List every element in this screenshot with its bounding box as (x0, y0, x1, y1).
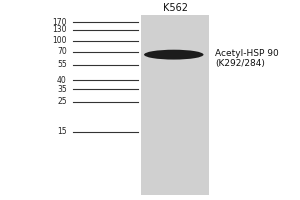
Text: 15: 15 (57, 127, 67, 136)
Text: 170: 170 (52, 18, 67, 27)
Bar (141, 15, 209, 195)
Ellipse shape (144, 50, 203, 60)
Text: 35: 35 (57, 85, 67, 94)
Text: 70: 70 (57, 47, 67, 56)
Text: (K292/284): (K292/284) (215, 59, 265, 68)
Text: 100: 100 (52, 36, 67, 45)
Text: 130: 130 (52, 25, 67, 34)
Text: K562: K562 (163, 3, 188, 13)
Text: 55: 55 (57, 60, 67, 69)
Text: Acetyl-HSP 90: Acetyl-HSP 90 (215, 49, 279, 58)
Text: 25: 25 (57, 97, 67, 106)
Text: 40: 40 (57, 76, 67, 85)
